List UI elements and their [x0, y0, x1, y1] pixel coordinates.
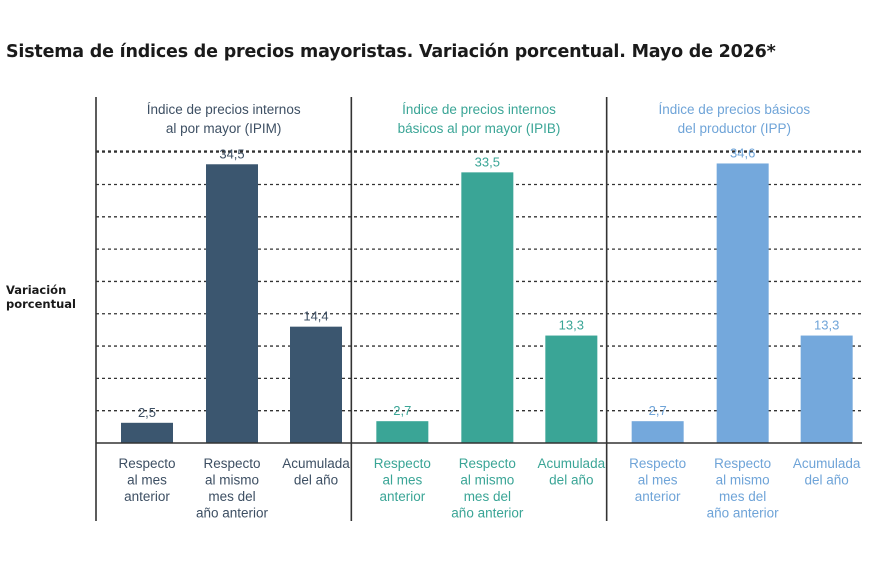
panel-title-line: Índice de precios internos: [402, 102, 556, 117]
panel-title-line: Índice de precios básicos: [659, 102, 811, 117]
panel-title-line: al por mayor (IPIM): [166, 121, 282, 136]
bar: [206, 164, 258, 444]
bar-value-label: 2,5: [138, 405, 156, 420]
bar-value-label: 2,7: [393, 403, 411, 418]
panel-title-line: Índice de precios internos: [147, 102, 301, 117]
category-label-line: al mismo: [716, 473, 770, 488]
bar-value-label: 33,5: [475, 154, 500, 169]
category-label-line: Respecto: [374, 456, 431, 471]
category-label-line: al mes: [382, 473, 422, 488]
y-axis-label-line: porcentual: [6, 297, 76, 311]
category-label-line: Respecto: [459, 456, 516, 471]
category-label-line: al mes: [638, 473, 678, 488]
bar-value-label: 34,6: [730, 145, 755, 160]
bar: [121, 422, 173, 443]
category-label-line: del año: [805, 473, 849, 488]
category-label-line: Respecto: [629, 456, 686, 471]
bar: [631, 421, 684, 443]
bar-value-label: 34,5: [219, 146, 244, 161]
panel-title-line: básicos al por mayor (IPIB): [398, 121, 561, 136]
category-label-line: al mismo: [205, 473, 259, 488]
category-label-line: año anterior: [451, 506, 524, 521]
category-label-line: al mes: [127, 473, 167, 488]
category-label-line: Respecto: [203, 456, 260, 471]
y-axis-label: Variación porcentual: [6, 283, 96, 311]
category-label-line: Acumulada: [282, 456, 350, 471]
category-label-line: mes del: [464, 489, 511, 504]
category-label-line: mes del: [719, 489, 766, 504]
category-label-line: Respecto: [714, 456, 771, 471]
category-label-line: al mismo: [460, 473, 514, 488]
bar: [800, 335, 853, 443]
category-label-line: anterior: [379, 489, 425, 504]
chart-title: Sistema de índices de precios mayoristas…: [6, 42, 776, 62]
bar: [461, 172, 514, 443]
y-axis-label-line: Variación: [6, 283, 67, 297]
bar: [716, 163, 769, 443]
category-label-line: año anterior: [707, 506, 780, 521]
bar: [376, 421, 429, 443]
category-label-line: anterior: [635, 489, 681, 504]
category-label-line: año anterior: [196, 506, 269, 521]
bar-value-label: 2,7: [649, 403, 667, 418]
panel-title-line: del productor (IPP): [678, 121, 791, 136]
bar-value-label: 13,3: [814, 318, 839, 333]
category-label-line: Acumulada: [538, 456, 606, 471]
bar: [290, 326, 342, 443]
bar-value-label: 13,3: [559, 318, 584, 333]
category-label-line: Respecto: [118, 456, 175, 471]
bar-value-label: 14,4: [303, 309, 328, 324]
bar: [545, 335, 598, 443]
category-label-line: del año: [294, 473, 338, 488]
category-label-line: Acumulada: [793, 456, 861, 471]
category-label-line: anterior: [124, 489, 170, 504]
category-label-line: del año: [549, 473, 593, 488]
category-label-line: mes del: [208, 489, 255, 504]
